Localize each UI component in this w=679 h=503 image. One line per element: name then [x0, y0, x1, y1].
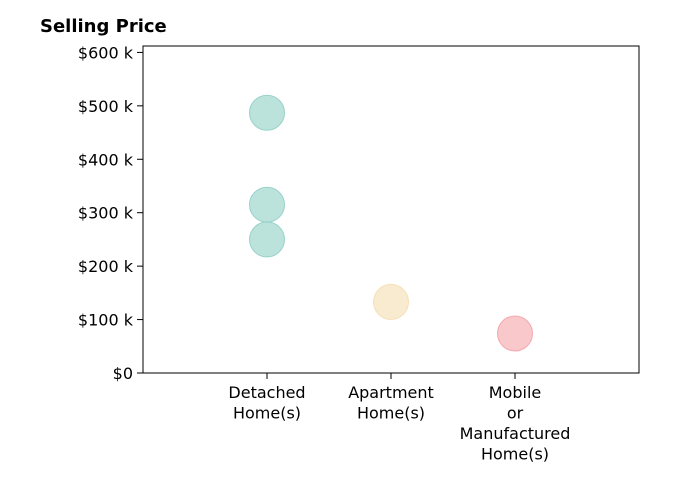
- y-tick-label: $100 k: [78, 311, 134, 330]
- x-tick-label: Mobile or Manufactured Home(s): [460, 383, 571, 464]
- plot-area-frame: [142, 45, 640, 374]
- chart-title: Selling Price: [40, 16, 167, 37]
- data-point: [249, 186, 285, 223]
- y-tick-label: $600 k: [78, 43, 134, 62]
- y-tick-label: $500 k: [78, 97, 134, 116]
- data-point: [373, 283, 409, 320]
- x-axis: Detached Home(s) Apartment Home(s) Mobile or M…: [228, 373, 570, 464]
- data-points: [249, 94, 533, 352]
- data-point: [497, 315, 533, 352]
- data-point: [249, 221, 285, 258]
- x-tick-label: Detached Home(s): [228, 383, 305, 423]
- data-point: [249, 94, 285, 131]
- y-tick-label: $200 k: [78, 257, 134, 276]
- y-axis: $0 $100 k $200 k $300 k $400 k $500 k $600 k: [78, 43, 143, 383]
- x-tick-label: Apartment Home(s): [348, 383, 434, 423]
- y-tick-label: $300 k: [78, 204, 134, 223]
- y-tick-label: $400 k: [78, 150, 134, 169]
- y-tick-label: $0: [113, 364, 133, 383]
